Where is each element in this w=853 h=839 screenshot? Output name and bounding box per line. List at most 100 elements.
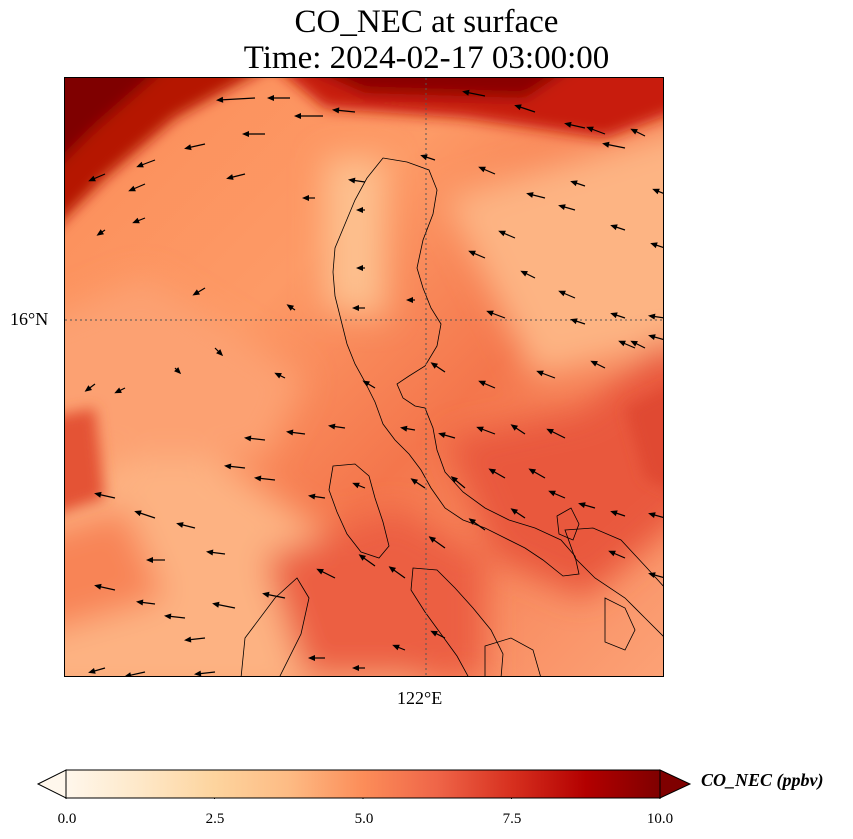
wind-arrowhead [164, 613, 172, 620]
field-blobs [65, 130, 663, 676]
lat-tick-label: 16°N [10, 309, 49, 329]
gridlines [65, 78, 663, 676]
wind-arrowhead [184, 636, 192, 643]
wind-arrowhead [88, 668, 96, 674]
wind-arrowhead [134, 510, 142, 517]
wind-arrowhead [286, 429, 294, 436]
colorbar-tick-3: 7.5 [502, 811, 522, 827]
wind-arrowhead [430, 630, 438, 637]
wind-arrowhead [146, 557, 153, 563]
wind-arrowhead [184, 144, 192, 151]
wind-arrowhead [192, 289, 200, 296]
coastline-south-islands [410, 567, 504, 676]
wind-arrowhead [136, 161, 144, 168]
wind-arrowhead [114, 387, 122, 394]
wind-arrowhead [648, 572, 656, 578]
wind-arrowhead [352, 482, 360, 489]
wind-arrowhead [212, 601, 220, 608]
colorbar-ticks [65, 798, 661, 799]
wind-arrowhead [564, 121, 572, 128]
wind-arrowhead [590, 360, 598, 367]
wind-arrowhead [476, 426, 484, 433]
wind-arrowhead [216, 349, 224, 357]
wind-arrowhead [610, 224, 618, 231]
wind-arrowhead [125, 672, 132, 676]
wind-arrowhead [558, 204, 566, 210]
wind-arrowhead [536, 370, 544, 377]
wind-arrowhead [348, 177, 356, 184]
coastlines [240, 157, 663, 676]
coastline-panay [484, 637, 541, 676]
lon-tick-label: 122°E [397, 688, 443, 708]
wind-arrowhead [132, 217, 140, 224]
colorbar [36, 769, 692, 799]
wind-arrowhead [528, 468, 536, 475]
wind-arrowhead [308, 493, 316, 500]
wind-arrowhead [578, 502, 586, 508]
wind-arrowhead [356, 265, 363, 271]
wind-arrowhead [570, 318, 578, 325]
colorbar-gradient [65, 769, 661, 799]
wind-arrowhead [546, 428, 554, 435]
wind-arrowhead [618, 340, 626, 347]
map-canvas [65, 78, 663, 678]
wind-arrowhead [84, 385, 92, 392]
wind-arrowhead [362, 380, 370, 387]
wind-arrowhead [406, 297, 413, 303]
colorbar-extend-low [36, 769, 67, 799]
wind-arrowhead [486, 310, 494, 317]
colorbar-tick-4: 10.0 [646, 811, 674, 827]
colorbar-label: CO_NEC (ppbv) [701, 770, 824, 790]
wind-arrowhead [244, 435, 252, 442]
wind-arrowhead [352, 665, 359, 671]
wind-arrowhead [602, 141, 610, 148]
wind-arrowhead [246, 677, 253, 678]
wind-arrowhead [94, 491, 102, 498]
wind-arrowhead [498, 230, 506, 237]
map-title-line1: CO_NEC at surface [294, 4, 559, 40]
wind-arrowhead [510, 508, 518, 515]
concentration-field [65, 78, 663, 676]
wind-arrowhead [468, 250, 476, 257]
wind-arrowhead [88, 175, 96, 182]
map-title-line2: Time: 2024-02-17 03:00:00 [243, 40, 610, 76]
coastline-eastern-islands [556, 507, 580, 541]
wind-arrowhead [224, 463, 232, 470]
wind-arrowhead [630, 340, 638, 347]
wind-arrowhead [478, 166, 486, 173]
wind-arrowhead [176, 522, 184, 528]
colorbar-tick-1: 2.5 [205, 811, 225, 827]
wind-arrowhead [420, 154, 428, 161]
wind-arrowhead [206, 549, 214, 556]
wind-arrowhead [648, 512, 656, 518]
wind-arrowhead [216, 96, 224, 103]
wind-arrowhead [400, 425, 408, 432]
wind-arrowhead [128, 185, 136, 192]
wind-arrowhead [286, 304, 294, 311]
coastline-luzon [332, 157, 580, 577]
wind-arrowhead [650, 242, 658, 249]
wind-arrowhead [586, 126, 594, 133]
wind-arrowhead [136, 599, 144, 606]
wind-arrowhead [652, 188, 660, 195]
wind-arrowhead [514, 104, 522, 111]
wind-arrowhead [570, 180, 578, 187]
coastline-samar [564, 527, 663, 637]
wind-arrowhead [548, 490, 556, 497]
wind-arrowhead [392, 644, 400, 651]
wind-arrowhead [226, 174, 234, 180]
wind-arrowhead [274, 372, 282, 379]
wind-arrowhead [510, 424, 518, 431]
wind-arrowhead [558, 290, 566, 297]
wind-arrowhead [308, 655, 315, 661]
wind-arrowhead [262, 591, 270, 598]
wind-arrowhead [94, 583, 102, 590]
map-panel [64, 77, 664, 677]
wind-arrowhead [388, 566, 396, 573]
wind-arrowhead [430, 362, 438, 369]
wind-arrowhead [630, 128, 638, 135]
wind-arrowhead [608, 550, 616, 557]
colorbar-tick-2: 5.0 [354, 811, 374, 827]
wind-arrowhead [194, 670, 202, 676]
wind-arrowhead [174, 367, 182, 375]
